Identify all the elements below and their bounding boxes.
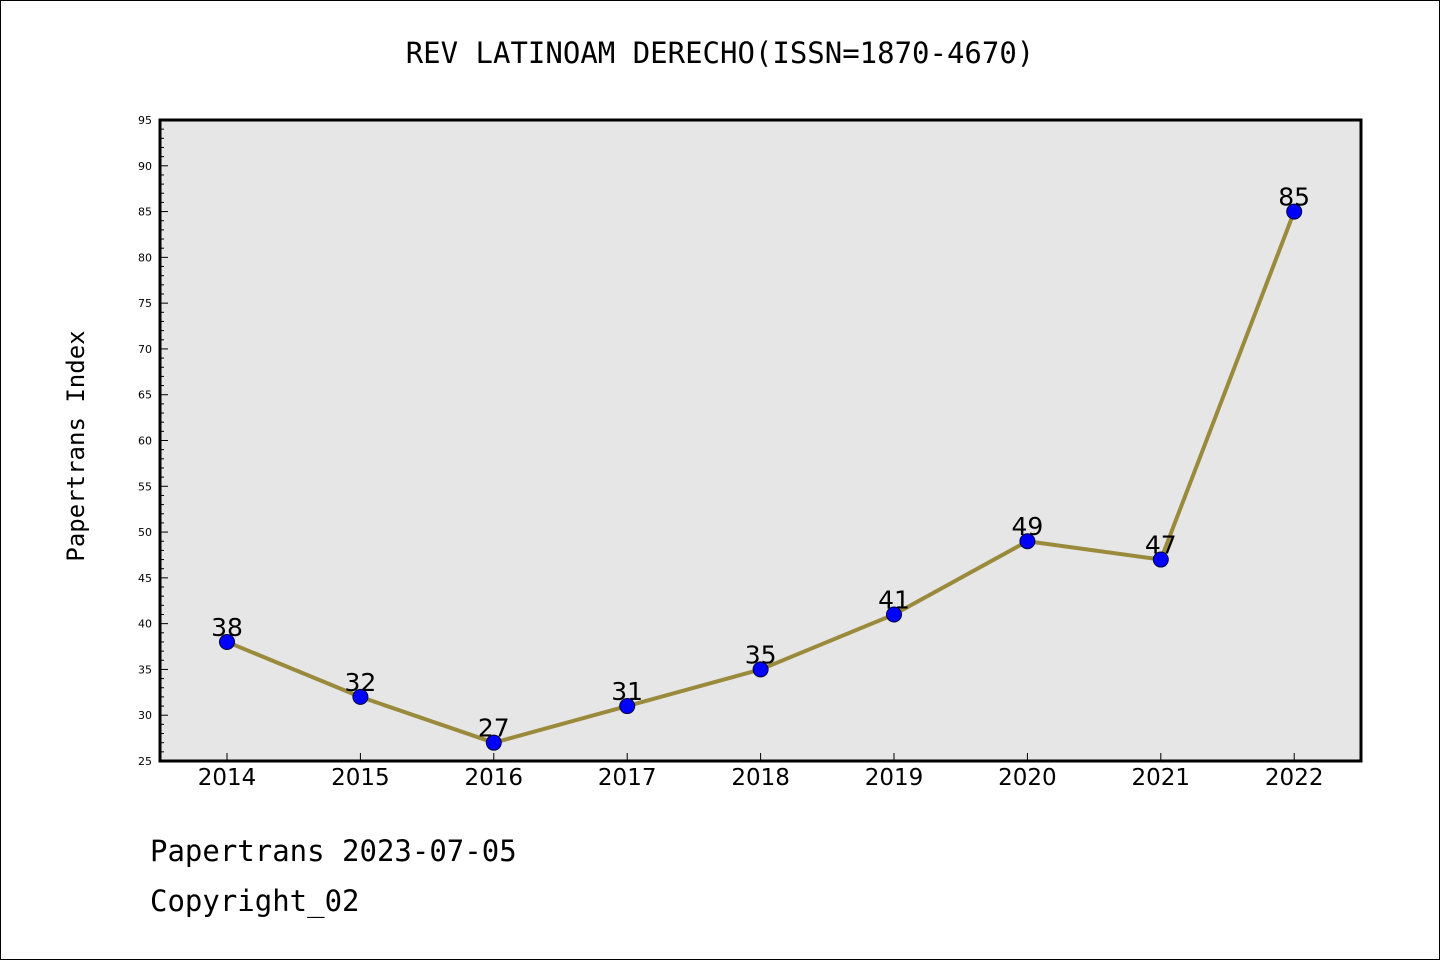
y-tick-label: 25 (138, 755, 152, 768)
x-tick-label: 2017 (598, 765, 657, 791)
y-tick-label: 45 (138, 572, 152, 585)
y-tick-label: 35 (138, 663, 152, 676)
x-tick-label: 2014 (198, 765, 257, 791)
footer-copyright: Copyright_02 (150, 884, 360, 918)
data-label: 38 (211, 613, 243, 642)
data-label: 85 (1278, 183, 1310, 212)
y-tick-label: 65 (138, 389, 152, 402)
plot-frame (158, 118, 1363, 763)
data-point (752, 661, 769, 678)
data-point (1152, 551, 1169, 568)
data-point (1019, 533, 1036, 550)
y-tick-label: 75 (138, 297, 152, 310)
x-tick-label: 2018 (731, 765, 790, 791)
y-tick-label: 55 (138, 480, 152, 493)
data-point (219, 633, 235, 650)
data-label: 31 (611, 677, 643, 706)
y-tick-label: 50 (138, 526, 152, 539)
x-tick-label: 2019 (865, 765, 924, 791)
footer-date: Papertrans 2023-07-05 (150, 834, 517, 868)
y-tick-label: 40 (138, 618, 152, 631)
data-point (352, 688, 369, 705)
x-tick-label: 2021 (1132, 765, 1191, 791)
data-point (1286, 203, 1303, 220)
y-tick-label: 60 (138, 435, 152, 448)
x-tick-label: 2015 (331, 765, 390, 791)
x-tick-label: 2016 (465, 765, 524, 791)
y-tick-label: 80 (138, 251, 152, 264)
data-label: 47 (1145, 531, 1177, 560)
y-tick-label: 70 (138, 343, 152, 356)
data-label: 27 (478, 714, 510, 743)
x-tick-label: 2022 (1265, 765, 1324, 791)
y-tick-label: 85 (138, 206, 152, 219)
data-label: 35 (745, 640, 777, 669)
chart-title: REV LATINOAM DERECHO(ISSN=1870-4670) (405, 36, 1035, 70)
x-tick-label: 2020 (998, 765, 1057, 791)
y-tick-label: 90 (138, 160, 152, 173)
plot-area (160, 120, 1361, 761)
data-label: 32 (344, 668, 376, 697)
data-label: 49 (1011, 512, 1043, 541)
y-tick-label: 95 (138, 114, 152, 127)
data-point (485, 734, 502, 751)
data-point (886, 606, 902, 623)
data-point (619, 698, 636, 715)
data-label: 41 (878, 585, 910, 614)
y-tick-label: 30 (138, 709, 152, 722)
